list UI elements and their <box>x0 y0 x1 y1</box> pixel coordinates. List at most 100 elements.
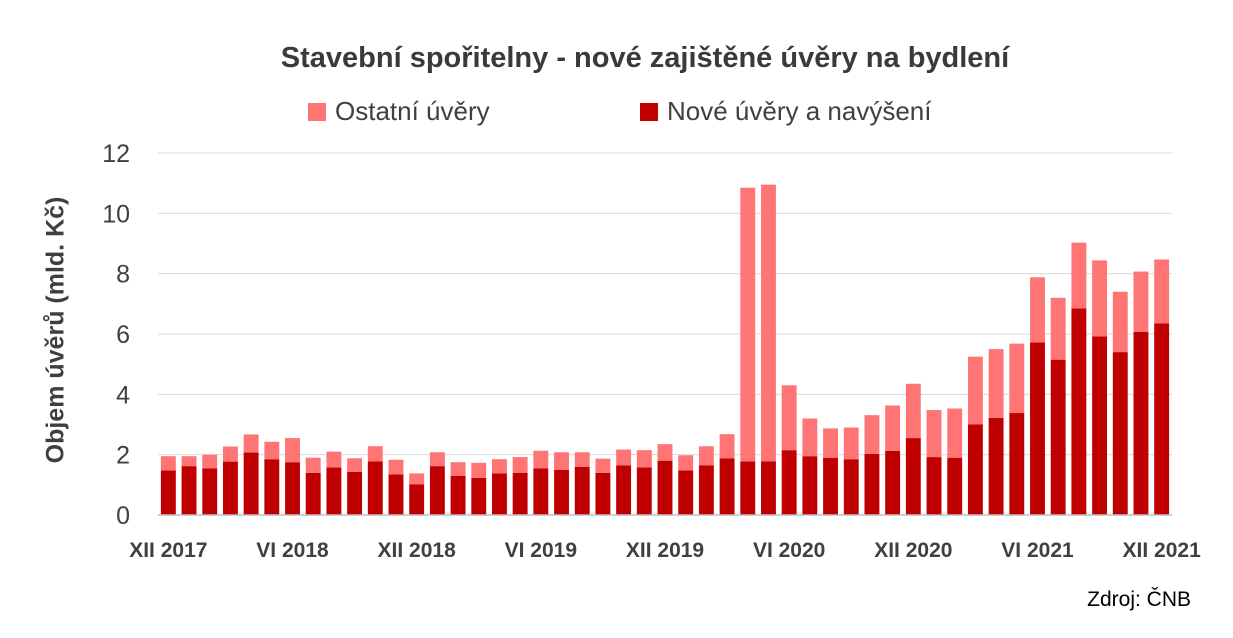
bar-ostatni-uvery <box>761 184 776 462</box>
bar-nove-uvery <box>1133 331 1149 515</box>
bar-nove-uvery <box>429 466 445 515</box>
bar-nove-uvery <box>554 469 569 515</box>
bar-nove-uvery <box>243 452 259 515</box>
bar-nove-uvery <box>450 475 466 515</box>
bar-ostatni-uvery <box>181 456 197 467</box>
bar-nove-uvery <box>285 462 300 515</box>
legend-label-nove: Nové úvěry a navýšení <box>667 96 932 126</box>
bar-nove-uvery <box>1009 413 1025 515</box>
y-tick-label: 4 <box>116 381 130 409</box>
bar-ostatni-uvery <box>512 457 528 473</box>
chart-title: Stavební spořitelny - nové zajištěné úvě… <box>280 42 1010 74</box>
bar-ostatni-uvery <box>967 356 983 425</box>
bar-nove-uvery <box>264 459 280 515</box>
x-tick-labels: XII 2017 VI 2018 XII 2018 VI 2019 XII 2019 VI… <box>129 539 1201 562</box>
bar-ostatni-uvery <box>802 418 818 457</box>
bar-nove-uvery <box>595 472 611 515</box>
bar-nove-uvery <box>947 457 963 515</box>
bar-ostatni-uvery <box>222 446 238 462</box>
y-tick-label: 12 <box>102 140 130 168</box>
bar-nove-uvery <box>885 450 901 515</box>
bar-nove-uvery <box>533 468 549 515</box>
bar-nove-uvery <box>1112 352 1128 515</box>
legend-swatch-ostatni <box>308 102 326 121</box>
x-tick-label: VI 2021 <box>1001 539 1074 562</box>
bar-ostatni-uvery <box>864 415 880 454</box>
x-tick-label: XII 2020 <box>874 539 952 562</box>
bar-ostatni-uvery <box>409 473 425 485</box>
y-tick-label: 10 <box>102 200 130 228</box>
bar-nove-uvery <box>202 468 218 515</box>
bar-nove-uvery <box>1030 342 1045 515</box>
legend-swatch-nove <box>640 102 658 121</box>
bar-nove-uvery <box>864 453 880 515</box>
bar-nove-uvery <box>740 461 756 515</box>
bar-ostatni-uvery <box>429 452 445 467</box>
bar-ostatni-uvery <box>285 438 300 463</box>
bar-nove-uvery <box>222 461 238 515</box>
bar-nove-uvery <box>678 470 694 515</box>
x-tick-label: VI 2019 <box>505 539 577 562</box>
bar-ostatni-uvery <box>988 349 1004 418</box>
bar-nove-uvery <box>326 467 342 515</box>
bar-nove-uvery <box>823 457 839 515</box>
bar-ostatni-uvery <box>450 462 466 476</box>
x-tick-label: VI 2018 <box>256 539 329 562</box>
bar-ostatni-uvery <box>388 459 404 475</box>
bar-nove-uvery <box>305 472 321 515</box>
bar-ostatni-uvery <box>616 449 632 466</box>
bar-ostatni-uvery <box>326 451 342 468</box>
bar-nove-uvery <box>802 456 818 515</box>
bar-nove-uvery <box>781 450 797 515</box>
bar-nove-uvery <box>491 473 507 515</box>
legend-item-ostatni: Ostatní úvěry <box>308 96 490 127</box>
bar-nove-uvery <box>160 470 176 515</box>
bar-ostatni-uvery <box>1112 291 1128 353</box>
bar-nove-uvery <box>719 458 735 515</box>
bar-ostatni-uvery <box>843 427 859 460</box>
bar-ostatni-uvery <box>1030 277 1045 343</box>
bar-ostatni-uvery <box>657 444 673 461</box>
bar-nove-uvery <box>1071 308 1087 515</box>
bar-ostatni-uvery <box>1154 259 1170 324</box>
bar-nove-uvery <box>967 424 983 515</box>
bar-nove-uvery <box>843 459 859 515</box>
bar-nove-uvery <box>657 460 673 515</box>
bar-nove-uvery <box>181 466 197 515</box>
bar-ostatni-uvery <box>678 455 694 471</box>
bar-ostatni-uvery <box>719 434 735 459</box>
x-tick-label: XII 2018 <box>378 539 457 562</box>
bar-ostatni-uvery <box>160 456 176 471</box>
bar-ostatni-uvery <box>554 452 569 470</box>
bar-ostatni-uvery <box>698 446 714 466</box>
y-tick-labels: 0 2 4 6 8 10 12 <box>102 140 130 530</box>
bar-ostatni-uvery <box>823 428 839 458</box>
bar-nove-uvery <box>988 417 1004 515</box>
bar-nove-uvery <box>616 465 632 515</box>
bar-ostatni-uvery <box>367 446 383 462</box>
legend-item-nove: Nové úvěry a navýšení <box>640 96 931 127</box>
bar-nove-uvery <box>636 467 652 515</box>
bar-ostatni-uvery <box>264 441 280 460</box>
bar-nove-uvery <box>388 474 404 515</box>
bar-ostatni-uvery <box>595 458 611 473</box>
bar-ostatni-uvery <box>243 434 259 453</box>
bar-ostatni-uvery <box>533 450 549 469</box>
bar-nove-uvery <box>1154 323 1170 515</box>
bar-ostatni-uvery <box>1071 242 1087 309</box>
x-tick-label: XII 2019 <box>626 539 704 562</box>
bar-nove-uvery <box>367 461 383 515</box>
bar-ostatni-uvery <box>347 458 363 472</box>
bar-ostatni-uvery <box>885 405 901 451</box>
bar-ostatni-uvery <box>1050 297 1066 360</box>
bars <box>160 184 1170 515</box>
bar-ostatni-uvery <box>574 452 590 467</box>
bar-nove-uvery <box>1050 359 1066 515</box>
bar-ostatni-uvery <box>1092 260 1108 337</box>
y-tick-label: 6 <box>116 321 130 349</box>
bar-ostatni-uvery <box>202 454 218 469</box>
bar-nove-uvery <box>761 461 776 515</box>
bar-nove-uvery <box>409 484 425 515</box>
bar-ostatni-uvery <box>1009 343 1025 414</box>
